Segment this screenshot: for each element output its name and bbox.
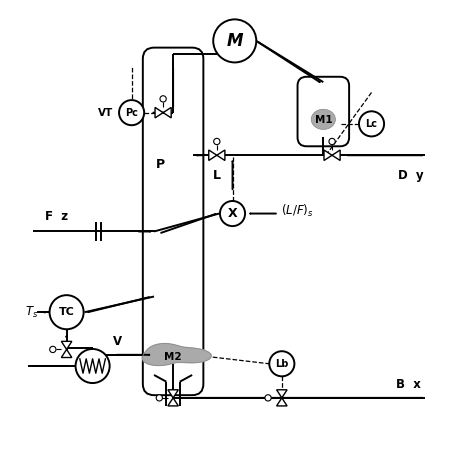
- Polygon shape: [209, 150, 217, 161]
- Polygon shape: [217, 150, 225, 161]
- Text: Lc: Lc: [365, 119, 377, 129]
- Text: F  z: F z: [45, 210, 68, 223]
- Text: M1: M1: [315, 115, 332, 125]
- Text: $T_s$: $T_s$: [25, 305, 39, 320]
- Circle shape: [156, 395, 163, 401]
- Circle shape: [50, 346, 56, 353]
- FancyBboxPatch shape: [143, 48, 203, 395]
- Polygon shape: [332, 150, 340, 161]
- Text: M: M: [227, 32, 243, 50]
- Polygon shape: [168, 390, 178, 398]
- Circle shape: [75, 349, 109, 383]
- Ellipse shape: [311, 109, 336, 129]
- Text: VT: VT: [99, 108, 114, 118]
- Text: V: V: [113, 335, 122, 348]
- Circle shape: [265, 395, 271, 401]
- Text: TC: TC: [59, 307, 74, 317]
- Polygon shape: [277, 398, 287, 406]
- Text: L: L: [213, 169, 221, 182]
- Polygon shape: [168, 398, 178, 406]
- Polygon shape: [143, 344, 211, 365]
- Polygon shape: [61, 350, 72, 357]
- Circle shape: [213, 20, 256, 62]
- Polygon shape: [163, 108, 171, 118]
- Circle shape: [50, 295, 83, 329]
- Polygon shape: [61, 341, 72, 350]
- Text: $(L/F)_s$: $(L/F)_s$: [281, 203, 314, 219]
- Text: B  x: B x: [396, 378, 421, 391]
- Circle shape: [220, 201, 245, 226]
- Text: Lb: Lb: [275, 359, 289, 369]
- Text: X: X: [228, 207, 237, 220]
- Polygon shape: [324, 150, 332, 161]
- FancyBboxPatch shape: [298, 77, 349, 146]
- Polygon shape: [277, 390, 287, 398]
- Text: P: P: [156, 158, 165, 171]
- Circle shape: [269, 351, 294, 376]
- Circle shape: [359, 111, 384, 136]
- Text: D  y: D y: [399, 169, 424, 182]
- Polygon shape: [155, 108, 163, 118]
- Circle shape: [329, 138, 335, 145]
- Text: M2: M2: [164, 352, 182, 362]
- Circle shape: [214, 138, 220, 145]
- Circle shape: [160, 96, 166, 102]
- Text: Pc: Pc: [125, 108, 138, 118]
- Circle shape: [119, 100, 144, 125]
